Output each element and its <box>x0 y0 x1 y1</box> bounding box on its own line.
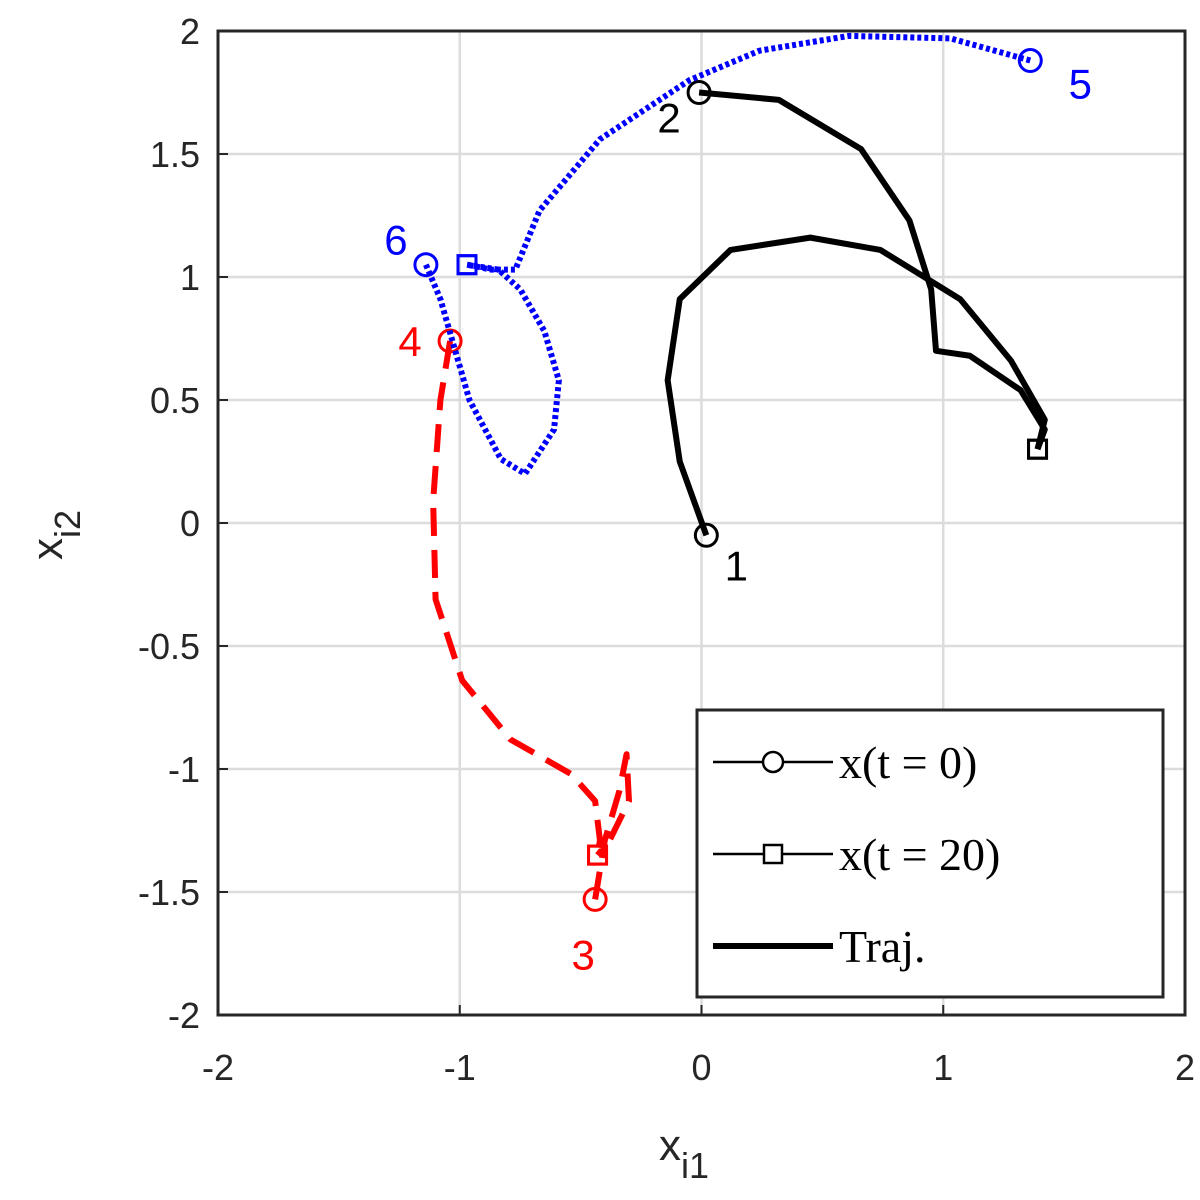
end-marker <box>456 254 478 276</box>
legend-label: x(t = 20) <box>839 829 1000 880</box>
agent-label: 5 <box>1069 61 1092 108</box>
axes-box <box>216 29 1187 1017</box>
trajectory <box>466 32 1032 273</box>
agent-label: 3 <box>571 931 594 978</box>
legend: x(t = 0) x(t = 20) Traj. <box>695 708 1165 999</box>
trajectory <box>430 340 603 856</box>
trajectory <box>664 234 1048 537</box>
x-axis-label: xi1 <box>659 1121 709 1186</box>
start-marker <box>693 522 719 548</box>
y-axis-label: xi2 <box>23 510 88 560</box>
start-marker <box>413 252 439 278</box>
x-tick-label: -1 <box>444 1047 476 1088</box>
legend-label: x(t = 0) <box>839 737 977 788</box>
y-tick-label: -1.5 <box>138 872 200 913</box>
y-tick-label: 1 <box>180 257 200 298</box>
agent-label: 2 <box>657 95 680 142</box>
x-axis-label-sub: i1 <box>681 1145 709 1186</box>
y-tick-label: 1.5 <box>150 134 200 175</box>
x-tick-label: 1 <box>933 1047 953 1088</box>
start-marker <box>437 328 463 354</box>
agent-label: 1 <box>725 542 748 589</box>
end-marker <box>1027 438 1049 460</box>
x-tick-label: 0 <box>691 1047 711 1088</box>
y-tick-label: -2 <box>168 995 200 1036</box>
trajectory <box>592 751 632 900</box>
start-marker <box>582 886 608 912</box>
end-marker <box>587 844 609 866</box>
legend-marker <box>761 750 785 774</box>
plot-area: 1 2 3 4 5 6 <box>384 32 1092 978</box>
y-tick-label: 2 <box>180 11 200 52</box>
trajectory <box>698 89 1048 451</box>
y-tick-label: -0.5 <box>138 626 200 667</box>
x-tick-label: 2 <box>1175 1047 1195 1088</box>
y-tick-label: 0 <box>180 503 200 544</box>
legend-label: Traj. <box>839 921 926 972</box>
y-axis-label-main: x <box>23 538 72 560</box>
agent-label: 4 <box>398 318 421 365</box>
legend-marker <box>762 843 784 865</box>
trajectory <box>423 261 562 477</box>
y-tick-label: -1 <box>168 749 200 790</box>
y-tick-label: 0.5 <box>150 380 200 421</box>
y-axis-label-sub: i2 <box>47 510 88 538</box>
start-marker <box>686 80 712 105</box>
x-tick-label: -2 <box>202 1047 234 1088</box>
x-axis-label-main: x <box>659 1121 681 1170</box>
start-marker <box>1017 48 1043 74</box>
agent-label: 6 <box>384 217 407 264</box>
